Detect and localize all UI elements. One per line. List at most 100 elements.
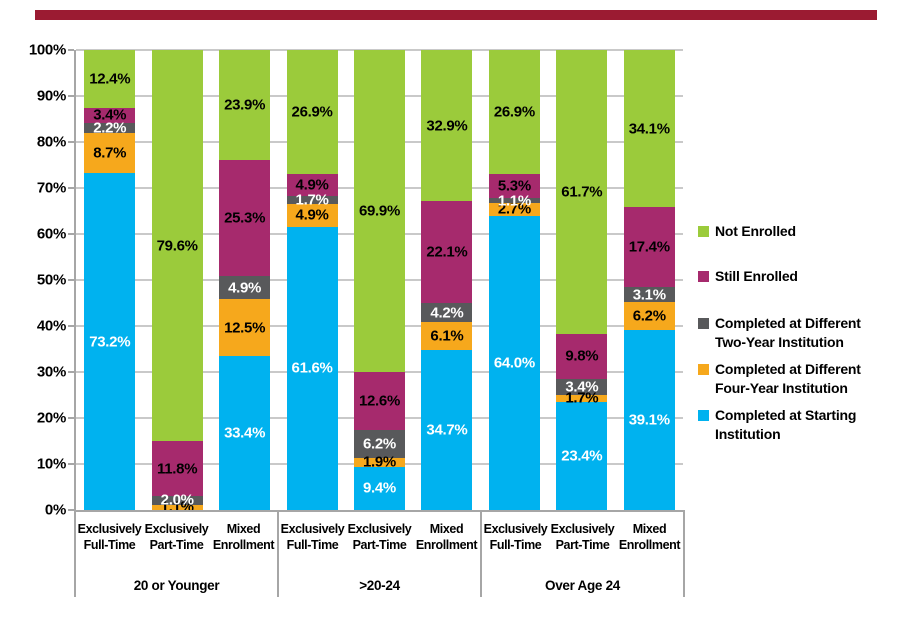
bar-segment-label: 4.2% bbox=[430, 304, 464, 322]
bar-segment-label: 6.2% bbox=[362, 435, 396, 453]
bar-segment bbox=[286, 226, 338, 510]
bar-segment bbox=[421, 322, 473, 351]
bar-segment-label: 23.9% bbox=[224, 96, 266, 114]
bar-segment bbox=[353, 458, 405, 467]
bar-segment-label: 4.9% bbox=[228, 279, 262, 297]
y-axis-tick bbox=[68, 371, 74, 373]
bar-segment-label: 61.6% bbox=[291, 359, 333, 377]
y-tick-label: 10% bbox=[36, 455, 66, 473]
x-axis-line bbox=[74, 510, 685, 512]
bar-segment bbox=[353, 466, 405, 510]
bar-segment bbox=[488, 198, 540, 204]
bar-segment-label: 22.1% bbox=[426, 243, 468, 261]
bar-segment bbox=[286, 196, 338, 205]
bar-segment-label: 34.1% bbox=[628, 120, 670, 138]
y-tick-label: 70% bbox=[36, 179, 66, 197]
y-tick-label: 30% bbox=[36, 363, 66, 381]
x-tick-label-line: Full-Time bbox=[489, 538, 542, 552]
bar-segment-label: 8.7% bbox=[93, 144, 127, 162]
legend-item: Still Enrolled bbox=[698, 267, 894, 286]
bar-segment-label: 64.0% bbox=[493, 354, 535, 372]
bar: 39.1% 6.2% 3.1% 17.4% 34.1% bbox=[623, 50, 675, 510]
bar-segment bbox=[556, 50, 608, 334]
y-tick-label: 0% bbox=[44, 501, 66, 519]
bar-segment-label: 34.7% bbox=[426, 421, 468, 439]
bar-group: 61.6% 4.9% 1.7% 4.9% 26.9% 9.4% 1.9% 6.2% 12.6% 6… bbox=[278, 50, 480, 510]
bar-segment bbox=[151, 441, 203, 496]
bar-segment bbox=[556, 333, 608, 379]
bar-segment-label: 12.6% bbox=[358, 392, 401, 410]
bar-segment bbox=[353, 429, 405, 459]
y-tick-label: 100% bbox=[28, 41, 66, 59]
y-axis-tick bbox=[68, 463, 74, 465]
x-tick-label-line: Full-Time bbox=[286, 538, 339, 552]
bar-segment bbox=[556, 394, 608, 403]
x-axis-group: Exclusively Full-Time Exclusively Part-Time… bbox=[74, 512, 277, 597]
bar-slot: 61.6% 4.9% 1.7% 4.9% 26.9% bbox=[278, 50, 345, 510]
x-axis-group-row: Exclusively Full-Time Exclusively Part-Time… bbox=[482, 512, 683, 553]
bar-segment-label: 3.1% bbox=[632, 286, 666, 303]
bar-segment bbox=[623, 50, 675, 208]
x-tick-label-line: Part-Time bbox=[352, 538, 407, 552]
bar-segment-label: 3.4% bbox=[93, 106, 127, 124]
bar-segment bbox=[84, 107, 136, 124]
x-tick-label-line: Part-Time bbox=[555, 538, 610, 552]
x-axis-group-row: Exclusively Full-Time Exclusively Part-Time… bbox=[279, 512, 480, 553]
x-tick-label-line: Exclusively bbox=[77, 522, 142, 536]
x-tick-label-line: Part-Time bbox=[149, 538, 204, 552]
legend-swatch bbox=[698, 226, 709, 237]
top-rule bbox=[35, 10, 877, 20]
bar-segment bbox=[488, 203, 540, 216]
legend-item: Completed at Different Two-Year Institut… bbox=[698, 314, 894, 352]
y-axis-tick bbox=[68, 187, 74, 189]
bar-slot: 73.2% 8.7% 2.2% 3.4% 12.4% bbox=[76, 50, 143, 510]
x-tick-label-line: Exclusively bbox=[144, 522, 209, 536]
bar-slot: 39.1% 6.2% 3.1% 17.4% 34.1% bbox=[616, 50, 683, 510]
legend-swatch bbox=[698, 318, 709, 329]
bar-segment bbox=[219, 159, 271, 277]
bar-segment-label: 1.7% bbox=[565, 389, 599, 407]
x-tick-label: Exclusively Part-Time bbox=[346, 521, 413, 553]
bar-segment bbox=[84, 173, 136, 510]
y-tick-label: 60% bbox=[36, 225, 66, 243]
bar-segment bbox=[556, 378, 608, 395]
bar-segment-label: 17.4% bbox=[628, 238, 670, 256]
bar-segment bbox=[219, 298, 271, 357]
bar-segment bbox=[84, 123, 136, 134]
y-axis-tick bbox=[68, 325, 74, 327]
legend: Not Enrolled Still Enrolled Completed at D… bbox=[698, 222, 894, 444]
x-tick-label: Mixed Enrollment bbox=[210, 521, 277, 553]
bar-segment bbox=[219, 356, 271, 510]
legend-label: Completed at Starting Institution bbox=[715, 407, 857, 442]
bar-segment bbox=[623, 330, 675, 510]
bar-segment bbox=[353, 50, 405, 372]
bar-segment-label: 73.2% bbox=[89, 333, 131, 351]
legend-item: Completed at Different Four-Year Institu… bbox=[698, 360, 894, 398]
bar-segment-label: 3.4% bbox=[565, 378, 599, 396]
bar-segment bbox=[353, 371, 405, 430]
y-axis-tick bbox=[68, 279, 74, 281]
bar-segment-label: 23.4% bbox=[561, 447, 603, 465]
bars-layer: 73.2% 8.7% 2.2% 3.4% 12.4% 1.1% 2.0% 11.8% 79.6%… bbox=[76, 50, 683, 516]
y-tick-label: 40% bbox=[36, 317, 66, 335]
bar-segment bbox=[488, 215, 540, 510]
legend-label: Still Enrolled bbox=[715, 268, 798, 284]
bar-segment-label: 69.9% bbox=[358, 202, 401, 220]
y-axis-tick bbox=[68, 417, 74, 419]
bar-segment-label: 26.9% bbox=[291, 103, 333, 121]
bar-segment bbox=[556, 402, 608, 510]
bar-segment-label: 2.0% bbox=[160, 491, 194, 509]
y-tick-label: 50% bbox=[36, 271, 66, 289]
bar: 61.6% 4.9% 1.7% 4.9% 26.9% bbox=[286, 50, 338, 510]
bar-group: 73.2% 8.7% 2.2% 3.4% 12.4% 1.1% 2.0% 11.8% 79.6%… bbox=[76, 50, 278, 516]
x-tick-label-line: Full-Time bbox=[83, 538, 136, 552]
bar-segment-label: 32.9% bbox=[426, 117, 468, 135]
bar-segment-label: 6.2% bbox=[632, 307, 666, 325]
bar-segment-label: 12.4% bbox=[89, 70, 131, 88]
x-tick-label: Exclusively Full-Time bbox=[76, 521, 143, 553]
bar-slot: 64.0% 2.7% 1.1% 5.3% 26.9% bbox=[481, 50, 548, 510]
x-tick-label-line: Exclusively bbox=[550, 522, 615, 536]
x-axis-group: Exclusively Full-Time Exclusively Part-Time… bbox=[480, 512, 685, 597]
x-tick-label: Exclusively Full-Time bbox=[482, 521, 549, 553]
